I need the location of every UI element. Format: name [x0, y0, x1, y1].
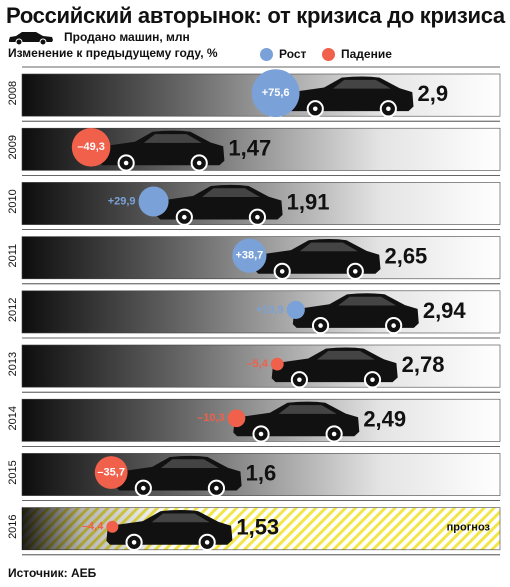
- car-icon: [9, 32, 53, 45]
- chart-title: Российский авторынок: от кризиса до криз…: [6, 3, 505, 28]
- change-label-2011: +38,7: [235, 250, 263, 262]
- fall-dot-icon: [322, 47, 335, 61]
- value-label-2009: 1,47: [228, 135, 271, 160]
- change-circle-2014: [227, 409, 246, 428]
- year-label-2010: 2010: [7, 189, 19, 213]
- value-label-2013: 2,78: [402, 352, 445, 377]
- legend-sold: Продано машин, млн: [8, 29, 190, 45]
- value-label-2008: 2,9: [418, 81, 449, 106]
- row-2011: 2011 2,65 +38,7: [7, 229, 501, 280]
- change-label-2016: –4,4: [82, 521, 104, 533]
- value-label-2014: 2,49: [363, 406, 406, 431]
- rise-dot-icon: [260, 47, 273, 61]
- value-label-2016: 1,53: [236, 515, 279, 540]
- row-2014: 2014 2,49 –10,3: [7, 391, 501, 443]
- year-label-2009: 2009: [7, 135, 19, 159]
- row-2010: 2010 1,91 +29,9: [7, 174, 501, 226]
- year-label-2008: 2008: [7, 81, 19, 105]
- change-label-2013: –5,4: [246, 358, 268, 370]
- legend-rise: Рост: [260, 45, 306, 63]
- bar-2013: [21, 344, 501, 388]
- change-label-2010: +29,9: [108, 195, 136, 207]
- year-label-2013: 2013: [7, 352, 19, 376]
- row-2009: 2009 1,47 –49,3: [7, 120, 501, 172]
- row-2015: 2015 1,6 –35,7: [7, 445, 501, 497]
- value-label-2015: 1,6: [246, 461, 277, 486]
- year-label-2011: 2011: [7, 244, 19, 268]
- forecast-label: прогноз: [447, 522, 491, 534]
- change-label-2015: –35,7: [97, 466, 125, 478]
- year-label-2012: 2012: [7, 298, 19, 322]
- source-note: Источник: АЕБ: [8, 566, 97, 580]
- change-label-2008: +75,6: [262, 87, 290, 99]
- row-2016: 2016 1,53 –4,4 прогноз: [7, 500, 501, 551]
- value-label-2011: 2,65: [384, 244, 427, 269]
- change-circle-2008: [251, 69, 300, 118]
- bar-2012: [21, 290, 501, 334]
- legend-rise-label: Рост: [279, 47, 307, 61]
- change-label-2012: +10,9: [256, 304, 284, 316]
- year-label-2014: 2014: [7, 406, 19, 430]
- change-circle-2009: [71, 127, 111, 167]
- year-label-2015: 2015: [7, 460, 19, 484]
- legend-change-label: Изменение к предыдущему году, %: [8, 46, 218, 60]
- change-label-2009: –49,3: [77, 141, 105, 153]
- value-label-2012: 2,94: [423, 298, 467, 323]
- row-2008: 2008 2,9 +75,6: [7, 66, 501, 118]
- value-label-2010: 1,91: [287, 190, 330, 215]
- change-circle-2016: [106, 520, 119, 533]
- legend-sold-label: Продано машин, млн: [64, 30, 190, 44]
- legend-fall-label: Падение: [341, 47, 392, 61]
- change-circle-2011: [232, 238, 267, 273]
- change-circle-2015: [94, 456, 128, 489]
- change-circle-2013: [270, 357, 284, 371]
- change-circle-2010: [138, 186, 169, 217]
- legend-fall: Падение: [322, 45, 392, 63]
- change-circle-2012: [286, 300, 305, 319]
- change-label-2014: –10,3: [197, 412, 225, 424]
- year-label-2016: 2016: [7, 514, 19, 538]
- row-2013: 2013 2,78 –5,4: [7, 337, 501, 389]
- row-2012: 2012 2,94 +10,9: [7, 283, 501, 335]
